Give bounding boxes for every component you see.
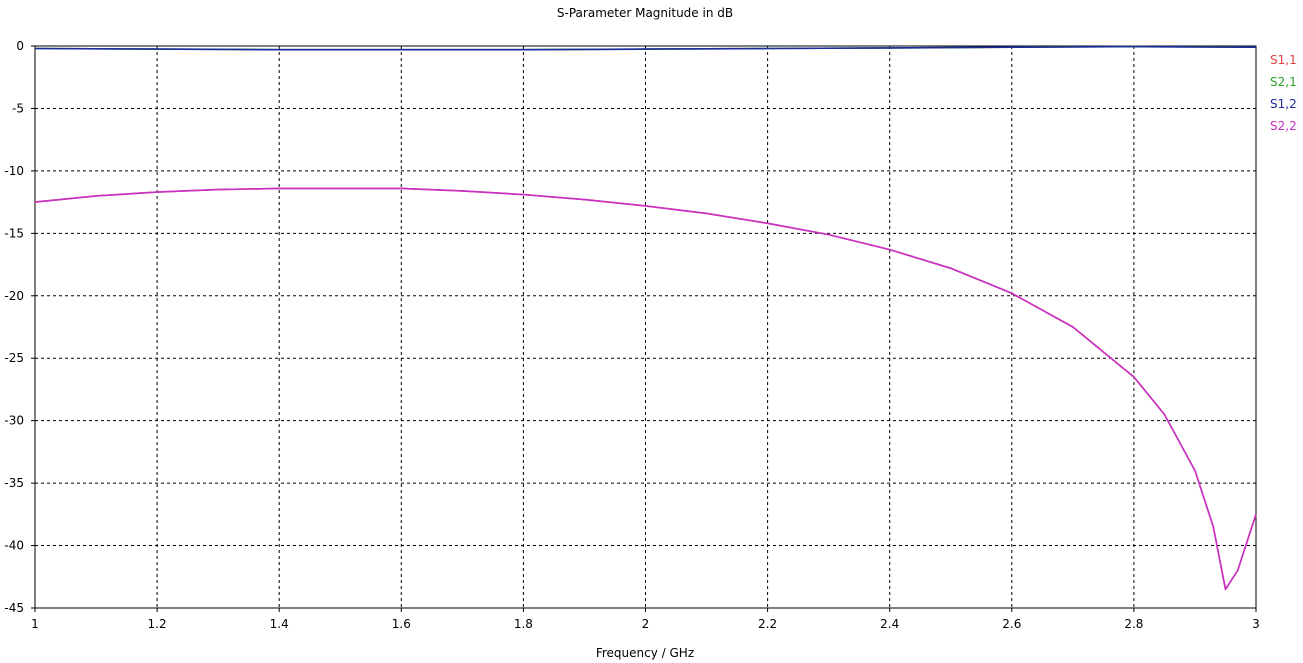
x-tick-label: 2.4 xyxy=(880,617,899,631)
legend-entry-S2-1: S2,1 xyxy=(1270,75,1297,89)
x-tick-label: 1 xyxy=(31,617,39,631)
x-tick-label: 2.8 xyxy=(1124,617,1143,631)
y-tick-label: -15 xyxy=(4,226,24,240)
y-tick-label: -25 xyxy=(4,351,24,365)
series-line-S2-2 xyxy=(34,187,1257,591)
y-tick-label: -10 xyxy=(4,164,24,178)
x-tick-label: 1.4 xyxy=(270,617,289,631)
y-tick-label: -45 xyxy=(4,601,24,615)
x-tick-label: 2.6 xyxy=(1002,617,1021,631)
y-tick-label: -30 xyxy=(4,414,24,428)
x-axis-ticks: 1 1.2 1.4 1.6 1.8 2 2.2 2.4 2.6 2.8 3 xyxy=(31,608,1260,631)
y-tick-label: 0 xyxy=(16,39,24,53)
grid xyxy=(35,46,1256,608)
x-tick-label: 3 xyxy=(1252,617,1260,631)
y-tick-label: -35 xyxy=(4,476,24,490)
x-tick-label: 1.8 xyxy=(514,617,533,631)
legend-entry-S1-2: S1,2 xyxy=(1270,97,1297,111)
y-tick-label: -40 xyxy=(4,539,24,553)
series-lines xyxy=(34,45,1257,591)
series-line-S1-2 xyxy=(34,45,1257,51)
x-tick-label: 1.6 xyxy=(392,617,411,631)
y-axis-ticks: 0 -5 -10 -15 -20 -25 -30 -35 -40 -45 xyxy=(4,39,35,615)
legend-entry-S1-1: S1,1 xyxy=(1270,53,1297,67)
x-axis-title: Frequency / GHz xyxy=(596,646,694,660)
x-tick-label: 2 xyxy=(642,617,650,631)
x-tick-label: 1.2 xyxy=(148,617,167,631)
y-tick-label: -5 xyxy=(12,101,24,115)
chart-title: S-Parameter Magnitude in dB xyxy=(557,6,733,20)
x-tick-label: 2.2 xyxy=(758,617,777,631)
y-tick-label: -20 xyxy=(4,289,24,303)
legend: S1,1 S2,1 S1,2 S2,2 xyxy=(1270,53,1297,133)
legend-entry-S2-2: S2,2 xyxy=(1270,119,1297,133)
